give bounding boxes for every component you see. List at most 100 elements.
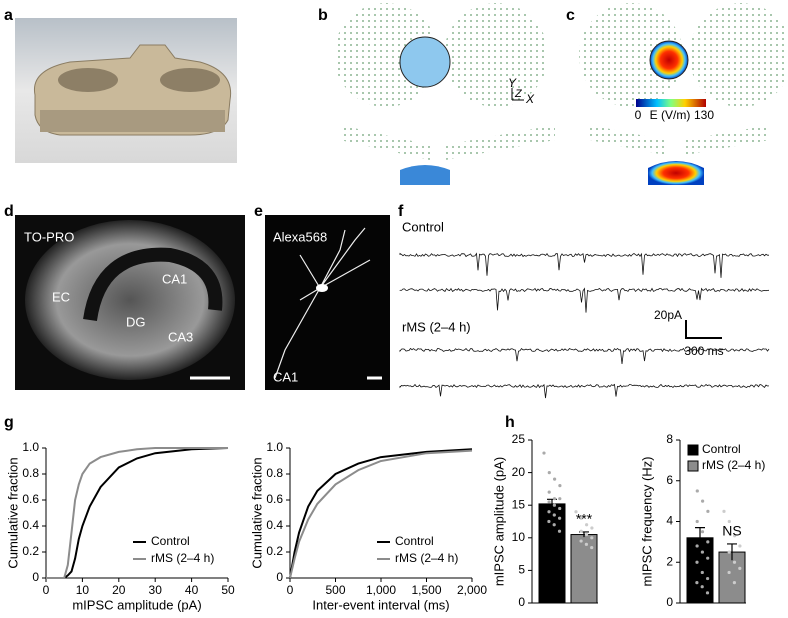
- panel-label: h: [505, 414, 515, 431]
- y-tick-label: 0.8: [22, 466, 39, 480]
- y-tick-label: 0: [276, 570, 283, 584]
- y-tick-label: 0: [518, 595, 525, 609]
- y-tick-label: 5: [518, 563, 525, 577]
- y-tick-label: 1.0: [22, 440, 39, 454]
- panel-b: Y Z X b: [318, 3, 555, 185]
- data-point: [547, 500, 551, 504]
- error-bar: [695, 527, 705, 548]
- coil-model: [689, 3, 788, 107]
- panel-f: Control rMS (2–4 h) 20pA 300 ms f: [398, 203, 724, 358]
- data-point: [547, 471, 551, 475]
- data-point: [579, 529, 583, 533]
- trace: [399, 347, 770, 365]
- data-point: [732, 560, 737, 564]
- y-tick-label: 15: [512, 497, 526, 511]
- y-tick-label: 0.2: [266, 544, 283, 558]
- data-point: [738, 566, 742, 570]
- panel-e: Alexa568 CA1 e: [254, 203, 390, 390]
- x-tick-label: 40: [185, 583, 199, 597]
- y-axis-label: Cumulative fraction: [5, 457, 20, 568]
- data-point: [700, 570, 704, 575]
- y-tick-label: 0.4: [266, 518, 283, 532]
- y-tick-label: 20: [512, 465, 526, 479]
- data-point: [585, 523, 589, 527]
- data-point: [695, 544, 699, 548]
- condition: rMS (2–4 h): [402, 319, 471, 334]
- data-point: [547, 490, 551, 494]
- x-tick-label: 1,500: [411, 583, 441, 597]
- data-point: [706, 509, 710, 513]
- data-point: [695, 581, 699, 585]
- y-tick-label: 8: [666, 432, 673, 446]
- data-point: [552, 523, 556, 527]
- y-tick-label: 6: [666, 473, 673, 487]
- data-point: [590, 536, 594, 540]
- panel-label: f: [398, 203, 404, 220]
- data-point: [701, 499, 705, 503]
- dish: [399, 36, 451, 88]
- neuron: [274, 227, 371, 379]
- y-tick-label: 1.0: [266, 440, 283, 454]
- scale-x: 300 ms: [684, 344, 723, 358]
- data-point: [727, 550, 731, 554]
- y-tick-label: 0: [666, 595, 673, 609]
- x-tick-label: 20: [112, 583, 126, 597]
- data-point: [706, 576, 710, 581]
- axis-z: Z: [514, 88, 523, 100]
- trace: [399, 252, 769, 278]
- y-tick-label: 0.6: [266, 492, 283, 506]
- y-tick-label: 2: [666, 554, 673, 568]
- axis-x: X: [525, 92, 535, 106]
- data-point: [552, 497, 557, 501]
- field-map: [649, 40, 689, 80]
- y-tick-label: 0: [32, 570, 39, 584]
- legend-label: rMS (2–4 h): [395, 551, 458, 565]
- data-point: [705, 591, 710, 595]
- trace: [399, 383, 770, 399]
- x-tick-label: 10: [76, 583, 90, 597]
- region: CA1: [162, 271, 187, 286]
- bar: [570, 534, 598, 604]
- region: CA3: [168, 329, 193, 344]
- bar: [718, 551, 746, 604]
- y-tick-label: 10: [512, 530, 526, 544]
- scale-bar: [685, 320, 722, 339]
- x-tick-label: 1,000: [366, 583, 396, 597]
- data-point: [722, 509, 726, 513]
- panel-d: TO-PRO EC CA1 DG CA3 d: [4, 203, 245, 390]
- slice-fold: [83, 247, 223, 322]
- coil-model: [444, 3, 548, 107]
- colorbar: [636, 99, 706, 107]
- region: CA1: [273, 369, 298, 384]
- x-tick-label: 500: [325, 583, 345, 597]
- cdf-line: [46, 447, 228, 579]
- axis-y: Y: [508, 76, 517, 90]
- data-point: [727, 570, 731, 575]
- legend-label: Control: [395, 534, 434, 548]
- stain: Alexa568: [273, 229, 327, 244]
- condition: Control: [402, 219, 444, 234]
- data-point: [695, 519, 699, 524]
- colorbar-max: 130: [694, 108, 714, 122]
- data-point: [590, 545, 594, 550]
- y-tick-label: 0.6: [22, 492, 39, 506]
- y-tick-label: 25: [512, 432, 526, 446]
- legend-label: Control: [702, 442, 741, 456]
- legend-label: rMS (2–4 h): [151, 551, 214, 565]
- panel-label: a: [4, 7, 13, 24]
- cdf-line: [289, 449, 473, 579]
- data-point: [558, 497, 562, 501]
- data-point: [552, 503, 557, 507]
- x-tick-label: 0: [287, 583, 294, 597]
- data-point: [558, 516, 562, 520]
- data-point: [584, 532, 589, 537]
- stain: TO-PRO: [24, 229, 74, 244]
- data-point: [553, 477, 557, 481]
- colorbar-label: E (V/m): [650, 108, 691, 122]
- coil-side: [590, 125, 770, 155]
- trace: [399, 287, 770, 313]
- y-tick-label: 0.8: [266, 466, 283, 480]
- y-tick-label: 0.2: [22, 544, 39, 558]
- data-point: [733, 534, 737, 538]
